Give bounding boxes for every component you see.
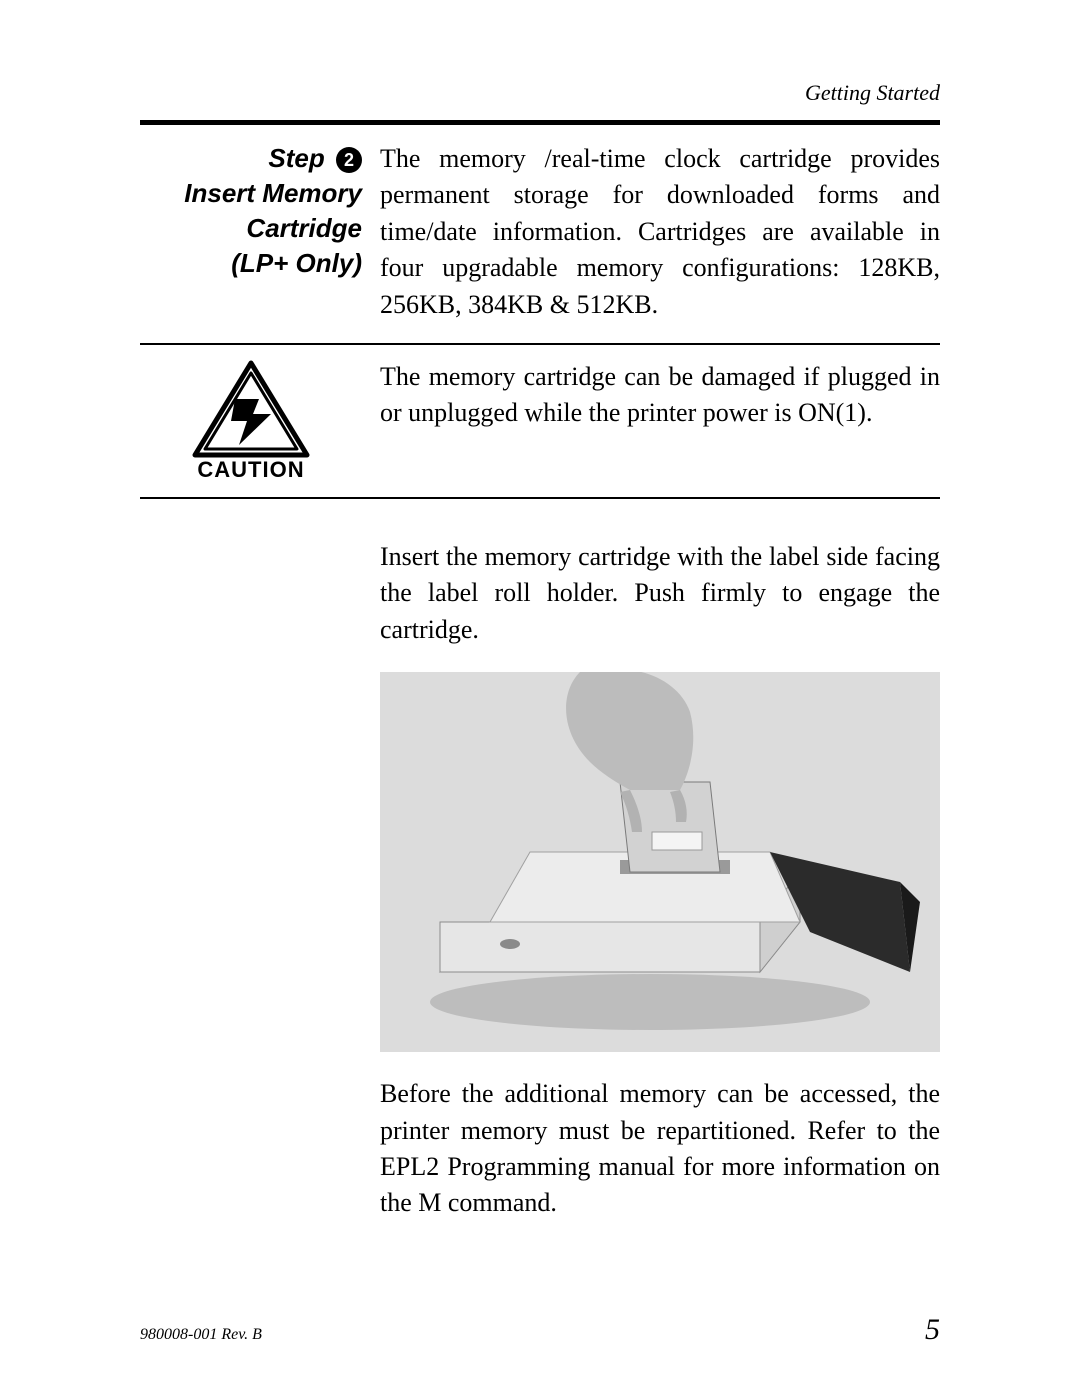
footer-page-number: 5 [925,1313,940,1347]
step-prefix: Step [268,143,324,173]
caution-icon-wrap: CAUTION [140,359,380,483]
body-block: Insert the memory cartridge with the lab… [140,499,940,1222]
caution-label: CAUTION [197,457,304,483]
step-label: Step 2 Insert Memory Cartridge (LP+ Only… [140,141,380,323]
body-spacer [140,539,380,1222]
caution-block: CAUTION The memory cartridge can be dama… [140,345,940,497]
figure-insert-cartridge [380,672,940,1052]
step-body: The memory /real-time clock cartridge pr… [380,141,940,323]
step-number-badge: 2 [336,147,362,173]
caution-body: The memory cartridge can be damaged if p… [380,359,940,432]
page: Getting Started Step 2 Insert Memory Car… [0,0,1080,1397]
instruction-para-2: Before the additional memory can be acce… [380,1076,940,1222]
footer-docid: 980008-001 Rev. B [140,1326,262,1344]
caution-triangle-icon [191,359,311,459]
step-label-line2: Insert Memory [140,176,362,211]
step-label-line4: (LP+ Only) [140,246,362,281]
instruction-para-1: Insert the memory cartridge with the lab… [380,539,940,648]
footer: 980008-001 Rev. B 5 [140,1313,940,1347]
running-head: Getting Started [140,80,940,106]
step-block: Step 2 Insert Memory Cartridge (LP+ Only… [140,125,940,343]
step-label-line3: Cartridge [140,211,362,246]
body-column: Insert the memory cartridge with the lab… [380,539,940,1222]
